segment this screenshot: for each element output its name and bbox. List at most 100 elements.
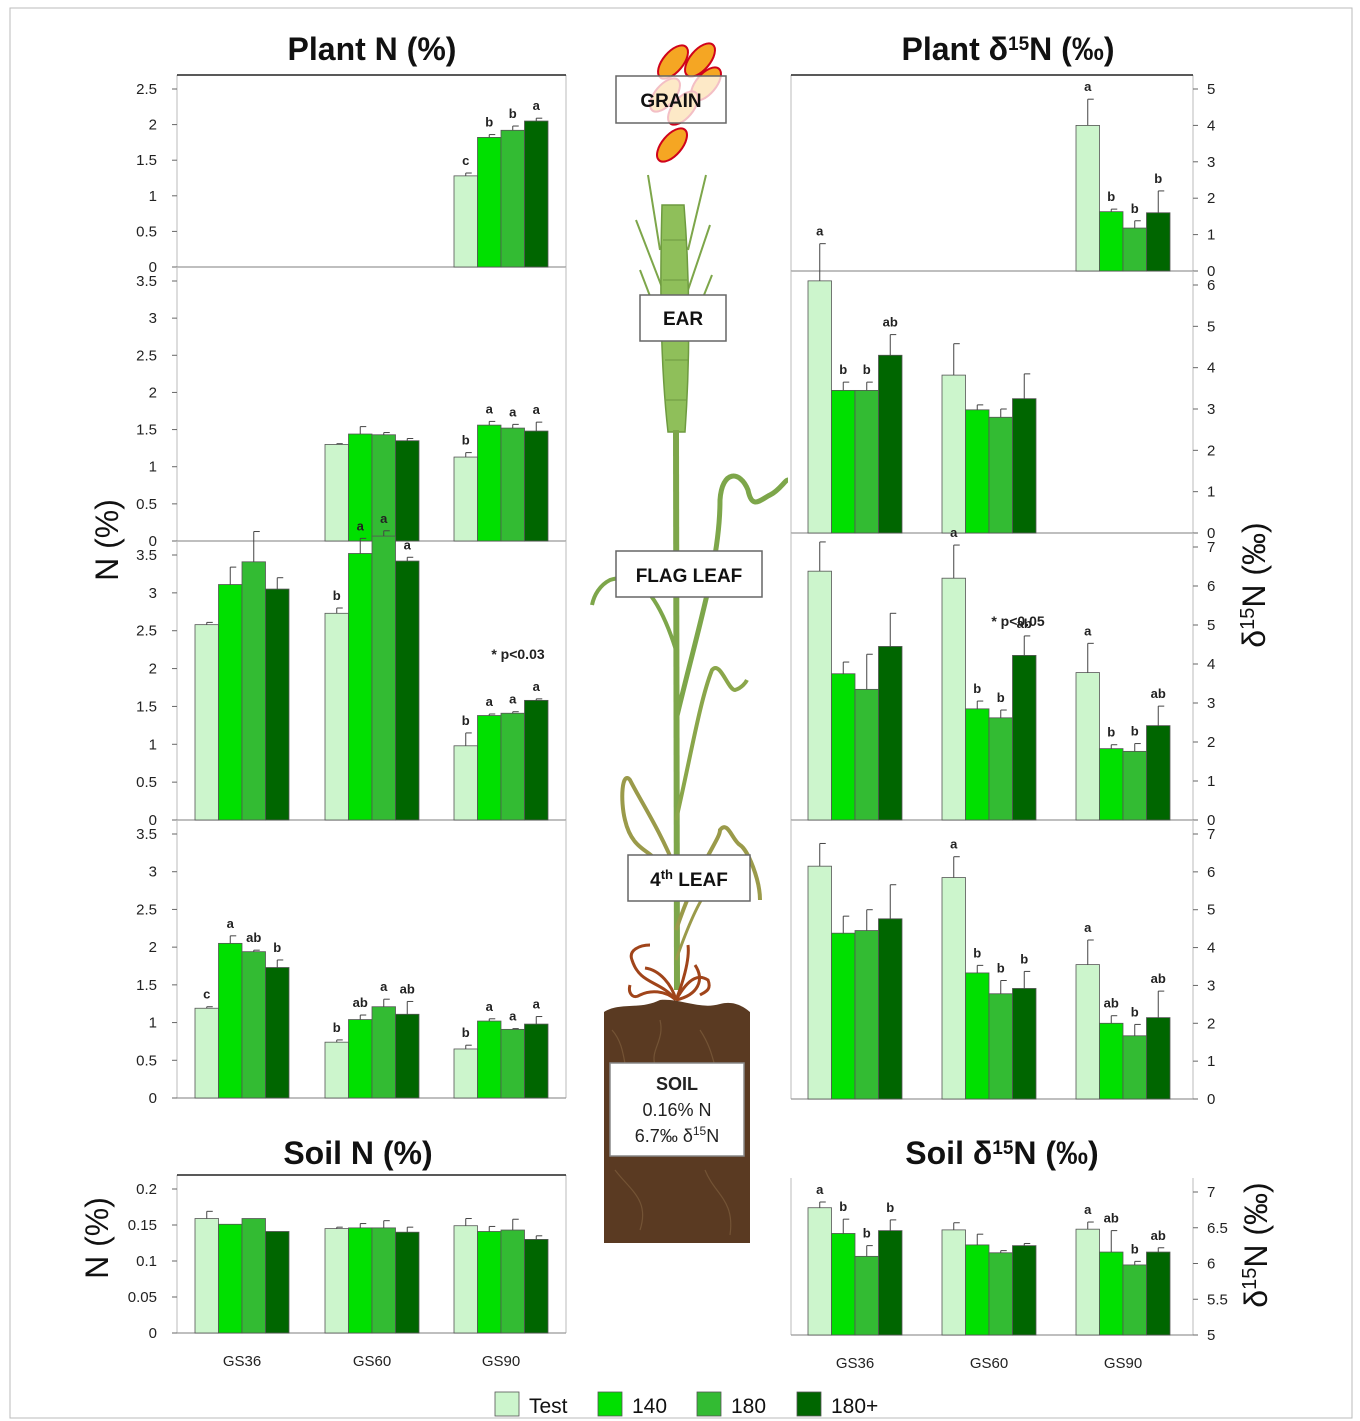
fourth_d15n-bar: [1075, 964, 1100, 1100]
fourth_n-bar: [453, 1048, 478, 1099]
fourth_d15n-bar: [965, 972, 990, 1100]
fourth_n-bar: [524, 1023, 549, 1099]
flag_d15n-bar: [878, 646, 903, 821]
fourth_d15n-bar: [854, 930, 879, 1100]
flag_n-bar: [218, 584, 243, 821]
ear_d15n-bar: [807, 280, 832, 534]
ear_n-significance-letter: a: [533, 402, 541, 417]
legend-label: 180+: [831, 1395, 878, 1418]
flag_n-bar: [524, 699, 549, 821]
y-axis-label-soil-n: N (%): [79, 1197, 115, 1279]
flag_n-significance-letter: a: [533, 679, 541, 694]
grain_d15n-bar: [1146, 212, 1171, 272]
fourth_n-significance-letter: ab: [400, 981, 415, 996]
soil_n-bar: [265, 1231, 290, 1334]
grain_d15n-tick-label: 0: [1207, 263, 1215, 280]
soil-n-title: Soil N (%): [283, 1135, 432, 1171]
fourth-leaf-label-box: [627, 854, 751, 902]
ear_d15n-tick-label: 4: [1207, 360, 1215, 377]
fourth_d15n-significance-letter: b: [1131, 1004, 1139, 1019]
ear_d15n-tick-label: 2: [1207, 442, 1215, 459]
flag_n-tick-label: 1: [149, 736, 157, 753]
grain_d15n-tick-label: 2: [1207, 190, 1215, 207]
ear_n-tick-label: 2.5: [136, 347, 157, 364]
soil_n-panel: 0 0.05 0.1 0.15 0.2 GS36 GS60 GS90: [128, 1174, 567, 1370]
flag_d15n-tick-label: 1: [1207, 773, 1215, 790]
grain_d15n-tick-label: 1: [1207, 227, 1215, 244]
ear_n-bar: [324, 444, 349, 542]
flag_d15n-p-value-note: * p<0.05: [991, 613, 1045, 629]
flag_d15n-significance-letter: ab: [1017, 616, 1032, 631]
flag_n-p-value-note: * p<0.03: [491, 646, 545, 662]
ear_d15n-significance-letter: a: [816, 224, 824, 239]
flag_n-bar: [500, 712, 525, 821]
flag_d15n-significance-letter: b: [1107, 725, 1115, 740]
grain-label-box: [615, 75, 727, 124]
grain_n-tick-label: 1: [149, 188, 157, 205]
soil_n-tick-label: 0.1: [136, 1253, 157, 1270]
soil_n-tick-label: 0: [149, 1325, 157, 1342]
ear_n-tick-label: 0.5: [136, 496, 157, 513]
flag_d15n-bar: [854, 688, 879, 821]
flag_d15n-tick-label: 0: [1207, 812, 1215, 829]
fourth_n-significance-letter: ab: [353, 995, 368, 1010]
flag_d15n-bar: [1122, 750, 1147, 821]
soil_d15n-significance-letter: a: [1084, 1202, 1092, 1217]
fourth_n-tick-label: 3: [149, 864, 157, 881]
fourth_n-bar: [477, 1020, 502, 1099]
ear_d15n-bar: [965, 409, 990, 534]
fourth_d15n-tick-label: 0: [1207, 1091, 1215, 1108]
soil_n-tick-label: 0.05: [128, 1289, 157, 1306]
plant-d15n-title: Plant δ15N (‰): [902, 31, 1115, 67]
flag_d15n-bar: [965, 708, 990, 821]
fourth_d15n-significance-letter: ab: [1151, 971, 1166, 986]
grain_n-tick-label: 0: [149, 259, 157, 276]
ear_n-tick-label: 3: [149, 310, 157, 327]
fourth_n-tick-label: 0.5: [136, 1052, 157, 1069]
soil_d15n-bar: [1122, 1264, 1147, 1336]
flag_n-significance-letter: a: [357, 518, 365, 533]
soil-info-d15n: 6.7‰ δ15N: [635, 1124, 719, 1146]
flag_d15n-significance-letter: a: [1084, 623, 1092, 638]
grain_n-bar: [500, 129, 525, 268]
ear_n-bar: [500, 427, 525, 542]
flag_d15n-bar: [941, 577, 966, 821]
ear_n-tick-label: 3.5: [136, 273, 157, 290]
fourth_n-significance-letter: a: [380, 979, 388, 994]
fourth_n-bar: [348, 1019, 373, 1099]
fourth_d15n-significance-letter: b: [1020, 951, 1028, 966]
grain_d15n-significance-letter: b: [1131, 201, 1139, 216]
fourth_d15n-bar: [807, 865, 832, 1100]
fourth_n-significance-letter: a: [509, 1009, 517, 1024]
fourth_d15n-bar: [1122, 1035, 1147, 1100]
soil_d15n-bar: [878, 1230, 903, 1336]
soil_d15n-bar: [988, 1252, 1013, 1336]
grain_n-significance-letter: a: [533, 98, 541, 113]
ear_d15n-tick-label: 6: [1207, 277, 1215, 294]
fourth_n-bar: [500, 1028, 525, 1099]
fourth_n-significance-letter: b: [462, 1025, 470, 1040]
soil_n-bar: [453, 1225, 478, 1334]
wheat-plant-illustration: GRAIN EAR FLAG LEAF 4th LEAF SOIL 0.16% …: [590, 42, 789, 1243]
grain_n-bar: [524, 120, 549, 268]
fourth_d15n-tick-label: 3: [1207, 977, 1215, 994]
fourth_n-significance-letter: b: [333, 1020, 341, 1035]
fourth_n-tick-label: 1: [149, 1015, 157, 1032]
ear_n-tick-label: 1: [149, 459, 157, 476]
flag_d15n-tick-label: 3: [1207, 695, 1215, 712]
fourth_n-bar: [371, 1006, 396, 1099]
legend-swatch: [696, 1391, 722, 1417]
legend-label: 180: [731, 1395, 766, 1418]
grain_n-panel: 0 0.5 1 1.5 2 2.5 c b b a: [136, 74, 567, 276]
grain_n-tick-label: 2.5: [136, 81, 157, 98]
soil_d15n-tick-label: 5.5: [1207, 1291, 1228, 1308]
ear_n-bar: [524, 430, 549, 542]
flag_n-significance-letter: a: [509, 692, 517, 707]
fourth_n-bar: [218, 942, 243, 1099]
flag_n-bar: [395, 560, 420, 821]
third-leaf-blade: [674, 665, 749, 821]
soil_d15n-bar: [831, 1233, 856, 1336]
legend: Test 140 180 180+: [494, 1391, 878, 1418]
fourth_n-bar: [265, 967, 290, 1099]
